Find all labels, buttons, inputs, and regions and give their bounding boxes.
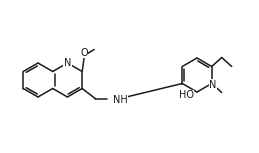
Text: N: N <box>64 58 71 68</box>
Text: N: N <box>209 80 217 90</box>
Text: NH: NH <box>113 95 128 104</box>
Text: HO: HO <box>179 90 194 100</box>
Text: O: O <box>80 47 88 58</box>
